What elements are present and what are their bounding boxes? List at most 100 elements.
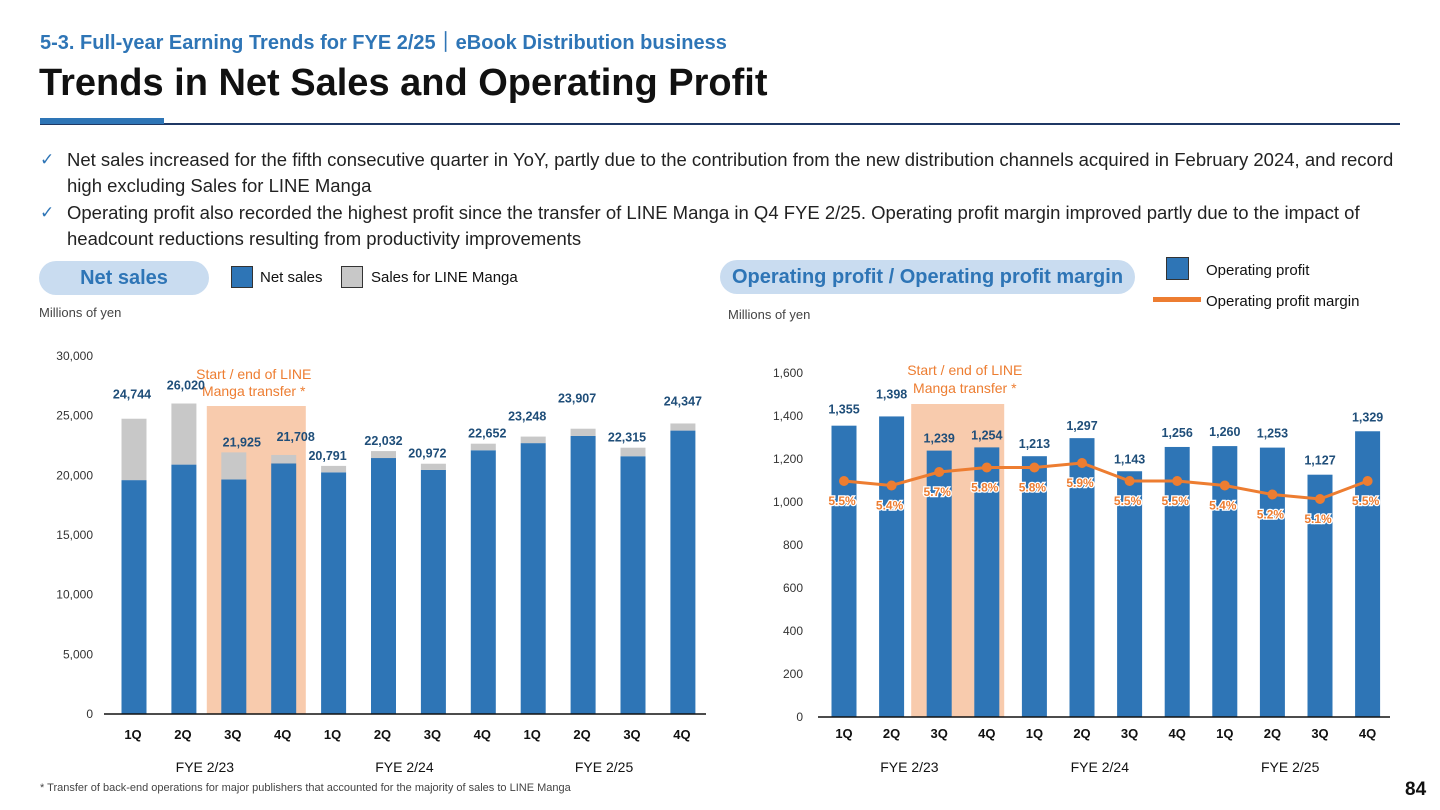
x-tick-label: 4Q (1359, 726, 1376, 741)
x-tick-label: 4Q (274, 727, 291, 742)
bar-net-sales (570, 435, 596, 714)
bar-operating-profit (1355, 431, 1381, 717)
x-tick-label: 2Q (1264, 726, 1281, 741)
x-group-label: FYE 2/25 (1261, 759, 1320, 775)
bar-operating-profit (926, 450, 952, 717)
data-label-total: 20,972 (408, 447, 446, 461)
data-label-total: 24,744 (113, 388, 151, 402)
legend-label-margin: Operating profit margin (1206, 293, 1360, 310)
y-tick-label: 0 (796, 710, 803, 724)
x-tick-label: 2Q (573, 727, 590, 742)
bar-net-sales (121, 480, 147, 714)
x-tick-label: 3Q (1311, 726, 1328, 741)
data-label-total: 23,907 (558, 392, 596, 406)
bullet-item: ✓ Operating profit also recorded the hig… (40, 200, 1410, 252)
bar-operating-profit (1307, 474, 1333, 717)
y-tick-label: 0 (86, 707, 93, 721)
data-label-total: 26,020 (167, 378, 205, 392)
footnote: * Transfer of back-end operations for ma… (40, 782, 571, 794)
bar-net-sales (171, 464, 197, 714)
y-tick-label: 200 (783, 667, 803, 681)
x-tick-label: 1Q (524, 727, 541, 742)
legend-label-operating-profit: Operating profit (1206, 262, 1310, 279)
page-number: 84 (1405, 779, 1427, 800)
data-label-total: 22,315 (608, 431, 646, 445)
data-label-operating-profit: 1,355 (828, 403, 859, 417)
data-label-operating-profit: 1,297 (1066, 419, 1097, 433)
bullet-item: ✓ Net sales increased for the fifth cons… (40, 147, 1410, 199)
title-accent-bar (40, 118, 164, 124)
bar-line-manga-sales (221, 452, 247, 480)
data-label-operating-profit: 1,398 (876, 387, 907, 401)
bar-operating-profit (1117, 471, 1143, 717)
bar-net-sales (470, 450, 496, 714)
margin-label: 5.5% (1352, 494, 1380, 508)
right-units-label: Millions of yen (728, 307, 811, 322)
data-label-total: 24,347 (664, 394, 702, 408)
margin-line (843, 461, 1369, 501)
margin-point (839, 476, 849, 486)
bar-net-sales (670, 430, 696, 714)
legend-swatch-margin-line (1153, 297, 1201, 302)
data-label-total: 21,708 (277, 430, 315, 444)
margin-point (1267, 489, 1278, 500)
data-label-operating-profit: 1,260 (1209, 425, 1240, 439)
y-tick-label: 1,600 (773, 366, 803, 380)
x-tick-label: 4Q (1169, 726, 1186, 741)
x-group-label: FYE 2/24 (375, 759, 434, 775)
x-tick-label: 2Q (374, 727, 391, 742)
bar-line-manga-sales (520, 436, 546, 444)
x-tick-label: 3Q (1121, 726, 1138, 741)
margin-label: 5.5% (1114, 494, 1142, 508)
x-group-label: FYE 2/25 (575, 759, 634, 775)
data-label-total: 21,925 (223, 435, 261, 449)
margin-label: 5.1% (1304, 512, 1332, 526)
bar-line-manga-sales (271, 454, 297, 464)
bar-net-sales (271, 463, 297, 714)
margin-point (1362, 476, 1373, 486)
section-subtitle: 5-3. Full-year Earning Trends for FYE 2/… (40, 32, 727, 54)
y-tick-label: 1,200 (773, 452, 803, 466)
x-tick-label: 1Q (835, 726, 852, 741)
annotation-text: Manga transfer * (913, 380, 1017, 396)
x-tick-label: 2Q (174, 727, 191, 742)
x-group-label: FYE 2/23 (176, 759, 235, 775)
bar-operating-profit (831, 425, 857, 717)
bar-line-manga-sales (171, 403, 197, 465)
data-label-operating-profit: 1,329 (1352, 410, 1383, 424)
net-sales-pill: Net sales (39, 261, 209, 295)
bullet-text: Net sales increased for the fifth consec… (67, 149, 1394, 196)
bar-operating-profit (879, 416, 905, 717)
bar-line-manga-sales (570, 428, 596, 436)
bar-net-sales (321, 472, 347, 714)
margin-label: 5.4% (1209, 499, 1237, 513)
margin-point (1124, 476, 1135, 486)
y-tick-label: 20,000 (56, 468, 93, 482)
y-tick-label: 1,000 (773, 495, 803, 509)
y-tick-label: 30,000 (56, 349, 93, 363)
data-label-total: 20,791 (308, 449, 346, 463)
bar-net-sales (420, 469, 446, 714)
x-tick-label: 4Q (673, 727, 690, 742)
bar-net-sales (520, 443, 546, 714)
data-label-operating-profit: 1,143 (1114, 452, 1145, 466)
y-tick-label: 800 (783, 538, 803, 552)
data-label-operating-profit: 1,256 (1162, 426, 1193, 440)
page-title: Trends in Net Sales and Operating Profit (39, 62, 768, 104)
y-tick-label: 10,000 (56, 588, 93, 602)
x-tick-label: 3Q (224, 727, 241, 742)
bar-line-manga-sales (620, 447, 646, 457)
x-tick-label: 3Q (424, 727, 441, 742)
bar-operating-profit (1069, 438, 1095, 717)
margin-point (1029, 462, 1040, 473)
checkmark-icon: ✓ (40, 203, 55, 222)
y-tick-label: 15,000 (56, 528, 93, 542)
margin-point (1315, 494, 1325, 504)
y-tick-label: 400 (783, 624, 803, 638)
legend-swatch-operating-profit (1166, 257, 1189, 280)
operating-profit-pill: Operating profit / Operating profit marg… (720, 260, 1135, 294)
data-label-operating-profit: 1,127 (1304, 454, 1335, 468)
data-label-total: 22,032 (364, 434, 402, 448)
margin-point (981, 462, 992, 473)
